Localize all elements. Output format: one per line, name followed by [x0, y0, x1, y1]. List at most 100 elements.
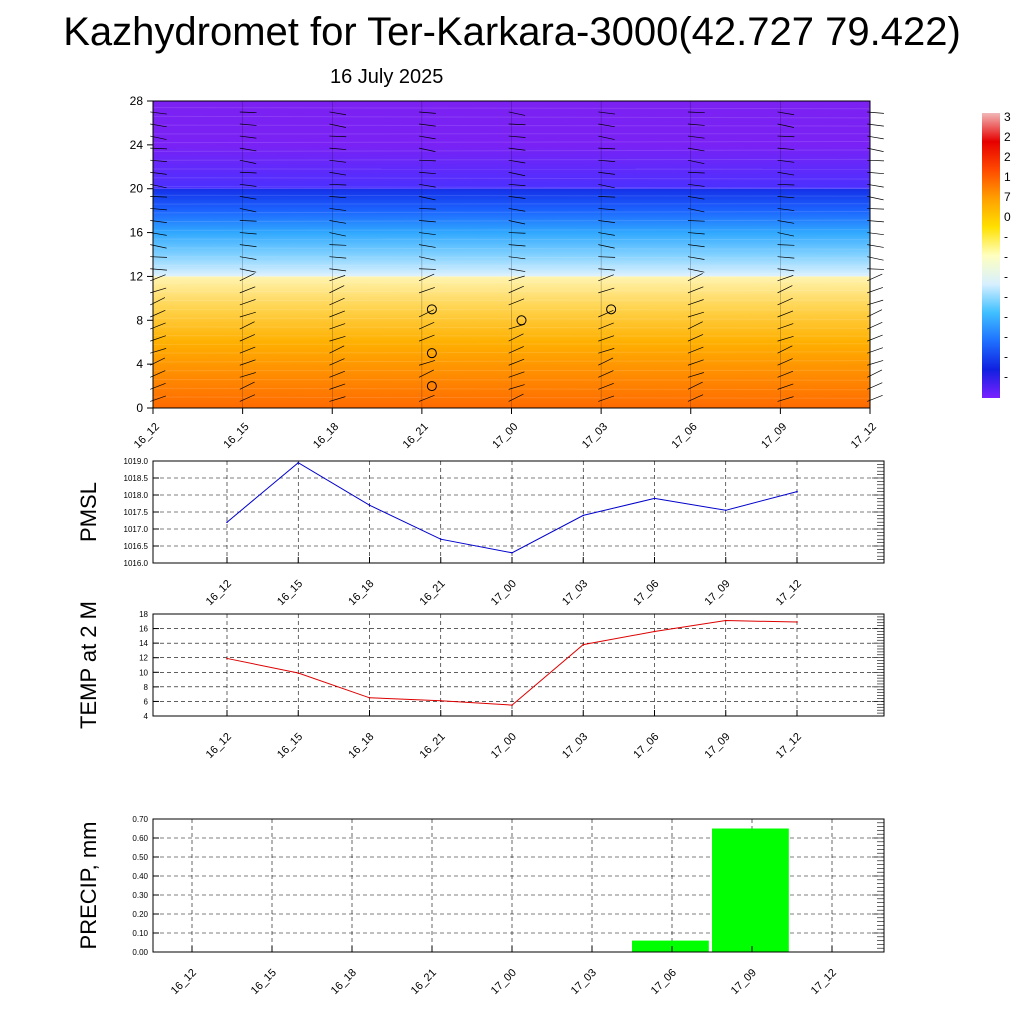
calm-marker — [426, 304, 437, 315]
x-tick-label: 17_03 — [580, 421, 610, 451]
wind-barb — [598, 274, 614, 282]
vertical-section-chart: 0 4 8 12 16 20 24 28 16_12 16_15 16_18 16_21 17_00 17… — [130, 94, 884, 451]
x-tick-label: 16_15 — [221, 421, 251, 451]
wind-barb — [508, 346, 524, 354]
x-tick-label: 16_15 — [249, 967, 279, 997]
y-tick-label: 1018.5 — [124, 474, 149, 483]
colorbar-label: - — [1004, 290, 1008, 304]
y-tick-label: 14 — [139, 639, 148, 648]
wind-barb — [687, 334, 704, 342]
wind-barb — [508, 393, 524, 402]
wind-barb — [239, 286, 256, 294]
colorbar-label: - — [1004, 369, 1008, 383]
x-tick-label: 16_21 — [401, 421, 431, 451]
wind-barb — [508, 298, 525, 306]
x-tick-label: 17_12 — [774, 578, 804, 608]
pmsl-point — [724, 509, 727, 512]
y-tick-label: 6 — [144, 697, 149, 706]
x-tick-label: 17_00 — [490, 421, 520, 451]
colorbar-label: 2 — [1004, 150, 1011, 164]
colorbar-label: 7 — [1004, 190, 1011, 204]
colorbar-label: - — [1004, 329, 1008, 343]
wind-barb — [418, 369, 434, 378]
y-tick-label: 8 — [144, 683, 149, 692]
y-tick-label: 1016.0 — [124, 559, 149, 568]
wind-barb — [508, 333, 524, 342]
plot-frame — [152, 613, 885, 717]
x-tick-label: 16_18 — [329, 967, 359, 997]
wind-barb — [239, 273, 255, 282]
colorbar-label: 0 — [1004, 210, 1011, 224]
y-tick-label: 4 — [136, 357, 143, 371]
x-tick-label: 17_12 — [809, 967, 839, 997]
y-tick-label: 4 — [144, 712, 149, 721]
wind-barb — [329, 358, 345, 366]
y-tick-label: 16 — [139, 625, 148, 634]
y-tick-label: 1016.5 — [124, 542, 149, 551]
wind-barb — [598, 357, 614, 366]
y-tick-label: 1018.0 — [124, 491, 149, 500]
colorbar-label: - — [1004, 230, 1008, 244]
x-tick-label: 16_12 — [204, 731, 234, 761]
x-tick-label: 16_21 — [418, 731, 448, 761]
x-tick-label: 16_12 — [204, 578, 234, 608]
wind-barb — [329, 345, 345, 354]
y-tick-label: 12 — [130, 269, 144, 283]
wind-barb — [777, 285, 793, 294]
x-tick-label: 17_12 — [849, 421, 879, 451]
wind-barb — [329, 285, 345, 294]
wind-barb — [777, 358, 793, 366]
x-tick-label: 17_09 — [703, 578, 733, 608]
temp2m-point — [439, 699, 442, 702]
y-tick-label: 0.30 — [132, 891, 148, 900]
wind-barb — [418, 273, 435, 282]
temp2m-point — [796, 621, 798, 623]
pmsl-point — [796, 490, 798, 493]
wind-barb — [329, 297, 345, 306]
temp2m-point — [653, 630, 656, 633]
x-tick-label: 17_12 — [774, 731, 804, 761]
wind-barb — [418, 309, 434, 318]
wind-barb — [777, 370, 794, 378]
y-tick-label: 0.00 — [132, 948, 148, 957]
x-tick-label: 17_06 — [670, 421, 700, 451]
chart-title: Kazhydromet for Ter-Karkara-3000(42.727 … — [63, 10, 961, 54]
chart-date: 16 July 2025 — [330, 66, 444, 88]
temp2m-point — [511, 704, 513, 706]
temp2m-axis-title: TEMP at 2 M — [76, 601, 101, 729]
wind-barb — [508, 285, 524, 294]
colorbar: 3 2 2 1 7 0 - - - - - - - - — [982, 110, 1011, 398]
x-tick-label: 16_18 — [311, 421, 341, 451]
y-tick-label: 10 — [139, 668, 148, 677]
colorbar-label: - — [1004, 310, 1008, 324]
colorbar-label: - — [1004, 270, 1008, 284]
temp2m-point — [368, 696, 371, 699]
x-tick-label: 17_03 — [560, 731, 590, 761]
y-tick-label: 1019.0 — [124, 457, 149, 466]
x-tick-label: 17_00 — [489, 578, 519, 608]
y-tick-label: 18 — [139, 610, 148, 619]
x-tick-label: 16_12 — [169, 967, 199, 997]
x-tick-label: 17_00 — [489, 967, 519, 997]
plot-frame — [152, 818, 885, 953]
wind-barb — [508, 358, 525, 366]
wind-barb — [329, 310, 345, 318]
colorbar-label: 2 — [1004, 130, 1011, 144]
temp2m-point — [582, 643, 585, 646]
wind-barb — [239, 334, 256, 342]
wind-barb — [777, 310, 794, 318]
wind-barb — [418, 322, 435, 330]
wind-barb — [687, 381, 703, 390]
wind-barb — [598, 322, 614, 330]
colorbar-label: - — [1004, 349, 1008, 363]
wind-barb — [418, 395, 435, 402]
y-tick-label: 0.50 — [132, 853, 148, 862]
pmsl-point — [226, 521, 228, 523]
wind-barb — [598, 309, 614, 318]
y-tick-label: 0.20 — [132, 910, 148, 919]
y-tick-label: 1017.5 — [124, 508, 149, 517]
calm-marker — [426, 381, 437, 392]
y-tick-label: 0.10 — [132, 929, 148, 938]
wind-barb — [239, 381, 255, 390]
y-tick-label: 1017.0 — [124, 525, 149, 534]
